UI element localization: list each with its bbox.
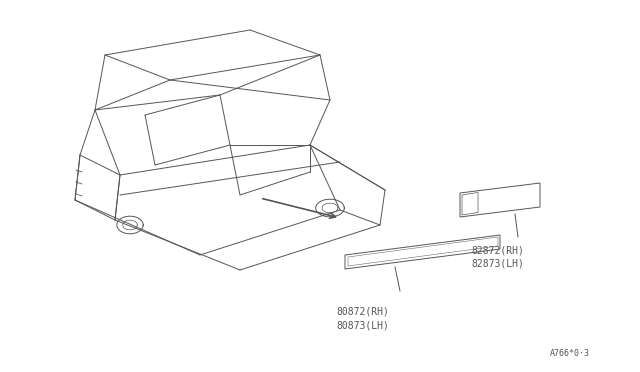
Text: A766*0·3: A766*0·3 [550, 349, 590, 358]
Text: 80872(RH)
80873(LH): 80872(RH) 80873(LH) [337, 307, 389, 330]
Text: 82872(RH)
82873(LH): 82872(RH) 82873(LH) [472, 245, 524, 268]
